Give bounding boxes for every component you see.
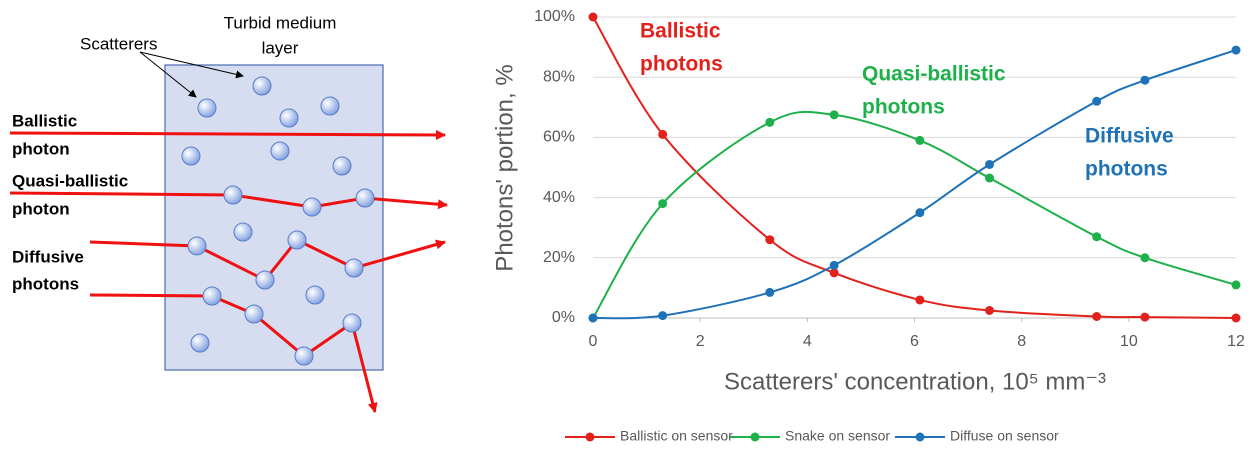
photon-label: Quasi-ballistic bbox=[12, 171, 128, 190]
data-point bbox=[1231, 313, 1241, 323]
data-point bbox=[915, 295, 925, 305]
y-tick-label: 100% bbox=[534, 8, 575, 25]
y-tick-label: 80% bbox=[543, 68, 575, 85]
y-tick-label: 20% bbox=[543, 249, 575, 266]
chart: Photons' portion, % Scatterers' concentr… bbox=[491, 8, 1245, 443]
series-line bbox=[592, 16, 1237, 319]
data-point bbox=[1092, 96, 1102, 106]
annotation: Diffusive bbox=[1085, 125, 1174, 148]
data-point bbox=[658, 311, 668, 321]
photon-paths bbox=[9, 129, 448, 413]
photon-label: photons bbox=[12, 274, 79, 293]
data-point bbox=[915, 135, 925, 145]
data-point bbox=[765, 117, 775, 127]
path-scatterers bbox=[187, 185, 375, 366]
x-tick-label: 8 bbox=[1017, 333, 1026, 350]
annotation: photons bbox=[862, 96, 945, 119]
legend-label: Snake on sensor bbox=[785, 428, 890, 444]
data-point bbox=[1231, 45, 1241, 55]
data-point bbox=[985, 305, 995, 315]
y-tick-label: 40% bbox=[543, 189, 575, 206]
data-point bbox=[765, 235, 775, 245]
series-line bbox=[592, 110, 1237, 319]
y-axis-label: Photons' portion, % bbox=[491, 64, 518, 271]
x-tick-label: 12 bbox=[1227, 333, 1245, 350]
legend-marker bbox=[750, 432, 760, 442]
data-point bbox=[985, 173, 995, 183]
diagram: Scatterers Turbid medium layer Ballistic… bbox=[9, 13, 448, 413]
data-point bbox=[829, 260, 839, 270]
data-point bbox=[985, 159, 995, 169]
legend-marker bbox=[585, 432, 595, 442]
photon-label: photon bbox=[12, 199, 70, 218]
scatterers bbox=[181, 76, 352, 353]
medium-label: layer bbox=[262, 38, 299, 57]
annotation: Quasi-ballistic bbox=[862, 63, 1006, 86]
data-point bbox=[658, 129, 668, 139]
photon-label: Diffusive bbox=[12, 247, 84, 266]
y-tick-label: 60% bbox=[543, 129, 575, 146]
series-line bbox=[592, 49, 1237, 320]
data-point bbox=[588, 12, 598, 22]
x-tick-label: 10 bbox=[1120, 333, 1138, 350]
annotation: photons bbox=[1085, 158, 1168, 181]
data-point bbox=[829, 268, 839, 278]
medium-label: Turbid medium bbox=[224, 13, 337, 32]
data-point bbox=[1092, 311, 1102, 321]
data-point bbox=[1140, 312, 1150, 322]
annotation: photons bbox=[640, 53, 723, 76]
x-tick-label: 6 bbox=[910, 333, 919, 350]
x-axis-label: Scatterers' concentration, 10⁵ mm⁻³ bbox=[724, 368, 1106, 395]
data-point bbox=[1092, 232, 1102, 242]
data-point bbox=[915, 208, 925, 218]
data-point bbox=[658, 199, 668, 209]
legend-label: Diffuse on sensor bbox=[950, 428, 1059, 444]
data-point bbox=[1140, 253, 1150, 263]
data-point bbox=[588, 313, 598, 323]
legend-marker bbox=[915, 432, 925, 442]
photon-label: Ballistic bbox=[12, 111, 77, 130]
x-tick-label: 0 bbox=[589, 333, 598, 350]
y-tick-label: 0% bbox=[552, 309, 575, 326]
photon-label: photon bbox=[12, 139, 70, 158]
pointer bbox=[139, 51, 244, 79]
x-tick-label: 2 bbox=[696, 333, 705, 350]
data-point bbox=[1231, 280, 1241, 290]
annotation: Ballistic bbox=[640, 20, 721, 43]
scatterers-label: Scatterers bbox=[80, 34, 157, 53]
data-point bbox=[765, 287, 775, 297]
legend-label: Ballistic on sensor bbox=[620, 428, 733, 444]
data-point bbox=[829, 110, 839, 120]
x-tick-label: 4 bbox=[803, 333, 812, 350]
pointer bbox=[139, 51, 197, 98]
data-point bbox=[1140, 75, 1150, 85]
